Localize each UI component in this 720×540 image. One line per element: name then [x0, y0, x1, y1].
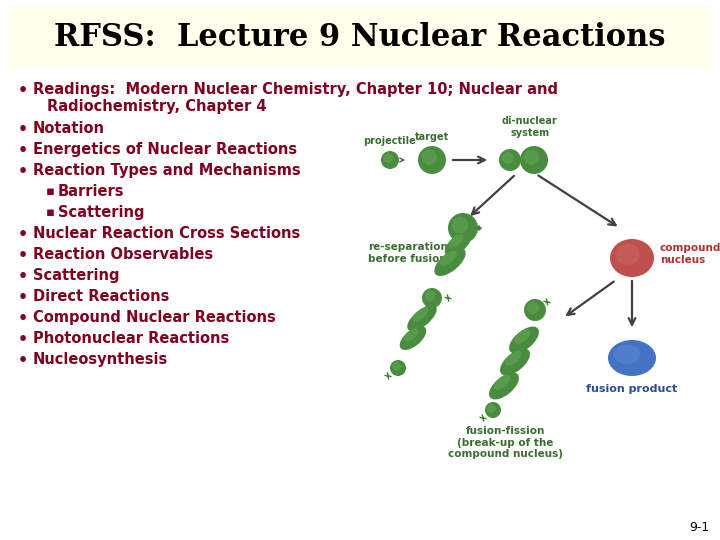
Text: •: • — [18, 143, 28, 158]
Text: •: • — [18, 269, 28, 284]
Ellipse shape — [418, 146, 446, 174]
Text: Photonuclear Reactions: Photonuclear Reactions — [33, 331, 229, 346]
Ellipse shape — [487, 404, 496, 413]
Text: compound
nucleus: compound nucleus — [660, 243, 720, 265]
Ellipse shape — [445, 232, 472, 256]
Ellipse shape — [381, 151, 399, 169]
Text: ▪: ▪ — [46, 206, 55, 219]
Text: 9-1: 9-1 — [690, 521, 710, 534]
Ellipse shape — [499, 149, 521, 171]
Text: target: target — [415, 132, 449, 142]
Ellipse shape — [413, 307, 428, 322]
Text: Reaction Observables: Reaction Observables — [33, 247, 213, 262]
Ellipse shape — [422, 288, 442, 308]
Ellipse shape — [392, 362, 401, 371]
Text: Nucleosynthesis: Nucleosynthesis — [33, 352, 168, 367]
Text: fusion-fission
(break-up of the
compound nucleus): fusion-fission (break-up of the compound… — [448, 426, 562, 459]
Ellipse shape — [500, 348, 530, 375]
Text: •: • — [18, 353, 28, 368]
Text: •: • — [18, 164, 28, 179]
Ellipse shape — [514, 329, 531, 344]
Text: •: • — [18, 248, 28, 263]
Ellipse shape — [527, 302, 539, 314]
Ellipse shape — [502, 152, 514, 164]
Text: •: • — [18, 311, 28, 326]
Ellipse shape — [440, 251, 456, 266]
Ellipse shape — [449, 234, 464, 247]
Ellipse shape — [400, 326, 426, 350]
Text: di-nuclear
system: di-nuclear system — [502, 117, 558, 138]
Ellipse shape — [421, 150, 437, 165]
Text: re-separation
before fusion: re-separation before fusion — [368, 242, 448, 264]
Ellipse shape — [524, 299, 546, 321]
Text: RFSS:  Lecture 9 Nuclear Reactions: RFSS: Lecture 9 Nuclear Reactions — [54, 22, 666, 52]
Text: Direct Reactions: Direct Reactions — [33, 289, 169, 304]
Ellipse shape — [610, 239, 654, 277]
Ellipse shape — [523, 150, 539, 165]
Text: Barriers: Barriers — [58, 184, 125, 199]
Ellipse shape — [448, 213, 478, 243]
Text: Readings:  Modern Nuclear Chemistry, Chapter 10; Nuclear and: Readings: Modern Nuclear Chemistry, Chap… — [33, 82, 558, 97]
Text: Nuclear Reaction Cross Sections: Nuclear Reaction Cross Sections — [33, 226, 300, 241]
Text: Notation: Notation — [33, 121, 105, 136]
Ellipse shape — [494, 375, 510, 390]
Ellipse shape — [608, 340, 656, 376]
Text: •: • — [18, 332, 28, 347]
Text: •: • — [18, 227, 28, 242]
Text: •: • — [18, 290, 28, 305]
Text: Reaction Types and Mechanisms: Reaction Types and Mechanisms — [33, 163, 301, 178]
Ellipse shape — [616, 244, 639, 265]
Text: Scattering: Scattering — [33, 268, 120, 283]
Ellipse shape — [451, 217, 468, 233]
Ellipse shape — [505, 351, 521, 366]
Ellipse shape — [520, 146, 548, 174]
Text: •: • — [18, 83, 28, 98]
Text: projectile: projectile — [364, 136, 416, 146]
Ellipse shape — [404, 328, 419, 341]
FancyBboxPatch shape — [8, 6, 712, 68]
Ellipse shape — [509, 327, 539, 354]
Ellipse shape — [485, 402, 501, 418]
Ellipse shape — [390, 360, 406, 376]
Text: ▪: ▪ — [46, 185, 55, 198]
Ellipse shape — [614, 345, 640, 364]
Text: •: • — [18, 122, 28, 137]
Text: Energetics of Nuclear Reactions: Energetics of Nuclear Reactions — [33, 142, 297, 157]
Ellipse shape — [434, 248, 466, 276]
Ellipse shape — [489, 373, 519, 400]
Ellipse shape — [408, 305, 437, 331]
Text: Radiochemistry, Chapter 4: Radiochemistry, Chapter 4 — [47, 99, 266, 114]
Text: fusion product: fusion product — [586, 384, 678, 394]
Ellipse shape — [383, 153, 393, 163]
Text: Compound Nuclear Reactions: Compound Nuclear Reactions — [33, 310, 276, 325]
Text: Scattering: Scattering — [58, 205, 145, 220]
Ellipse shape — [425, 291, 436, 301]
